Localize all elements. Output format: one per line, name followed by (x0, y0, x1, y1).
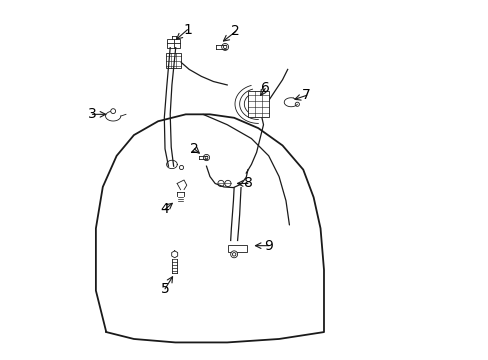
Text: 8: 8 (243, 176, 252, 190)
Bar (167, 39, 180, 48)
Text: 4: 4 (161, 202, 169, 216)
Text: 7: 7 (302, 88, 310, 102)
Circle shape (295, 102, 299, 106)
Text: 5: 5 (161, 282, 169, 296)
Bar (166, 53, 181, 68)
Circle shape (218, 180, 224, 186)
Circle shape (110, 109, 115, 113)
Text: 1: 1 (183, 23, 191, 37)
Text: 6: 6 (260, 81, 269, 95)
Text: 2: 2 (190, 142, 198, 156)
Text: 3: 3 (88, 107, 97, 121)
Circle shape (232, 253, 235, 256)
Circle shape (204, 156, 207, 159)
Circle shape (224, 180, 230, 186)
Text: 2: 2 (231, 24, 240, 39)
Circle shape (203, 154, 209, 161)
Circle shape (221, 44, 228, 50)
Circle shape (230, 251, 237, 258)
Bar (247, 91, 268, 117)
Circle shape (223, 45, 226, 49)
Bar (227, 245, 246, 252)
Text: 9: 9 (264, 239, 273, 253)
